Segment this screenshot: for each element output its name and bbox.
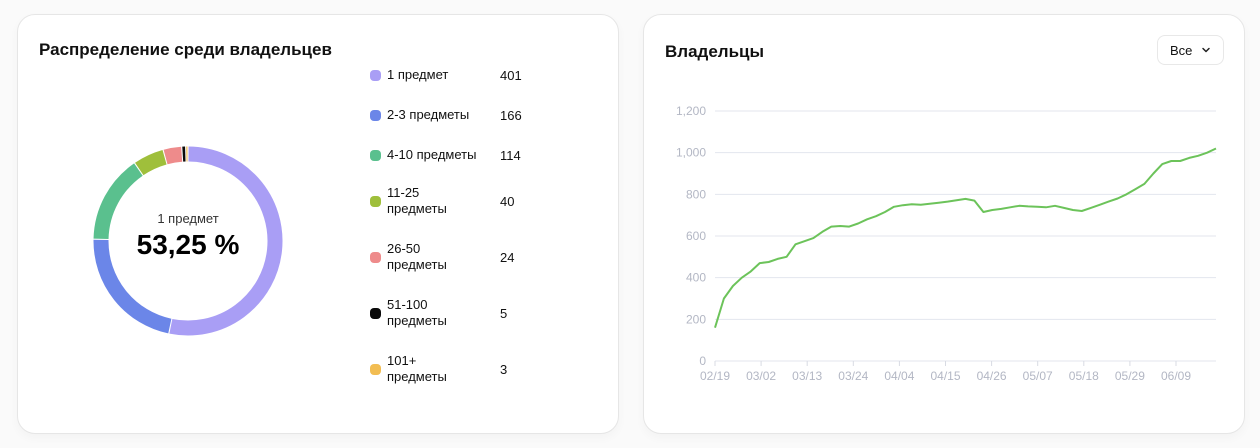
x-tick-label: 06/09 [1161,369,1191,383]
x-tick-label: 03/02 [746,369,776,383]
card-title: Распределение среди владельцев [39,40,332,59]
filter-selected: Все [1170,42,1193,58]
donut-segment[interactable] [93,163,143,240]
legend-item[interactable]: 11-25 предметы 40 [370,183,540,219]
legend-label: 26-50 предметы [387,241,447,272]
y-tick-label: 1,000 [676,146,706,160]
x-tick-label: 05/07 [1023,369,1053,383]
legend-item[interactable]: 1 предмет 401 [370,67,540,83]
legend-label: 2-3 предметы [387,107,470,122]
legend-label: 101+ предметы [387,353,447,384]
donut-center-label: 1 предмет [157,211,219,226]
owner-distribution-card: Распределение среди владельцев 1 предмет… [17,14,619,434]
donut-segment[interactable] [169,146,283,336]
y-tick-label: 800 [686,187,706,201]
legend-label: 51-100 предметы [387,297,447,328]
period-filter-dropdown[interactable]: Все [1157,35,1224,65]
legend-item[interactable]: 4-10 предметы 114 [370,147,540,163]
y-tick-label: 0 [699,354,706,368]
legend-label: 1 предмет [387,67,449,82]
x-tick-label: 04/04 [884,369,914,383]
y-tick-label: 1,200 [676,104,706,118]
legend-dot-icon [370,109,381,121]
owners-card: Владельцы Все 0 200 400 600 800 1,000 1,200 02/… [643,14,1245,434]
legend-label: 4-10 предметы [387,147,477,162]
legend-value: 166 [500,107,522,123]
legend-dot-icon [370,307,381,319]
legend-value: 401 [500,67,522,83]
x-tick-label: 04/15 [930,369,960,383]
legend-label: 11-25 предметы [387,185,447,216]
x-tick-label: 02/19 [700,369,730,383]
x-tick-label: 03/24 [838,369,868,383]
donut-segment[interactable] [93,239,172,334]
donut-segment[interactable] [163,146,183,165]
owners-line-chart[interactable]: 0 200 400 600 800 1,000 1,200 02/19 03/02 03/13 03… [644,15,1246,435]
y-tick-label: 400 [686,271,706,285]
legend-item[interactable]: 2-3 предметы 166 [370,107,540,123]
card-title: Владельцы [665,42,764,61]
legend-dot-icon [370,149,381,161]
x-tick-label: 05/29 [1115,369,1145,383]
legend-value: 3 [500,361,508,377]
owners-line[interactable] [714,147,1217,328]
legend-dot-icon [370,195,381,207]
legend-item[interactable]: 51-100 предметы 5 [370,295,540,331]
legend-value: 24 [500,249,515,265]
donut-segment[interactable] [135,150,167,176]
legend-dot-icon [370,363,381,375]
donut-chart[interactable] [88,141,288,341]
legend-item[interactable]: 26-50 предметы 24 [370,239,540,275]
x-tick-label: 03/13 [792,369,822,383]
donut-center-value: 53,25 % [136,229,240,260]
chevron-down-icon [1202,47,1210,53]
legend-value: 40 [500,193,515,209]
legend-dot-icon [370,251,381,263]
legend-dot-icon [370,69,381,81]
y-tick-label: 600 [686,229,706,243]
y-tick-label: 200 [686,312,706,326]
legend-value: 5 [500,305,508,321]
x-tick-label: 05/18 [1069,369,1099,383]
legend-value: 114 [500,147,521,163]
legend-item[interactable]: 101+ предметы 3 [370,351,540,387]
x-tick-label: 04/26 [977,369,1007,383]
